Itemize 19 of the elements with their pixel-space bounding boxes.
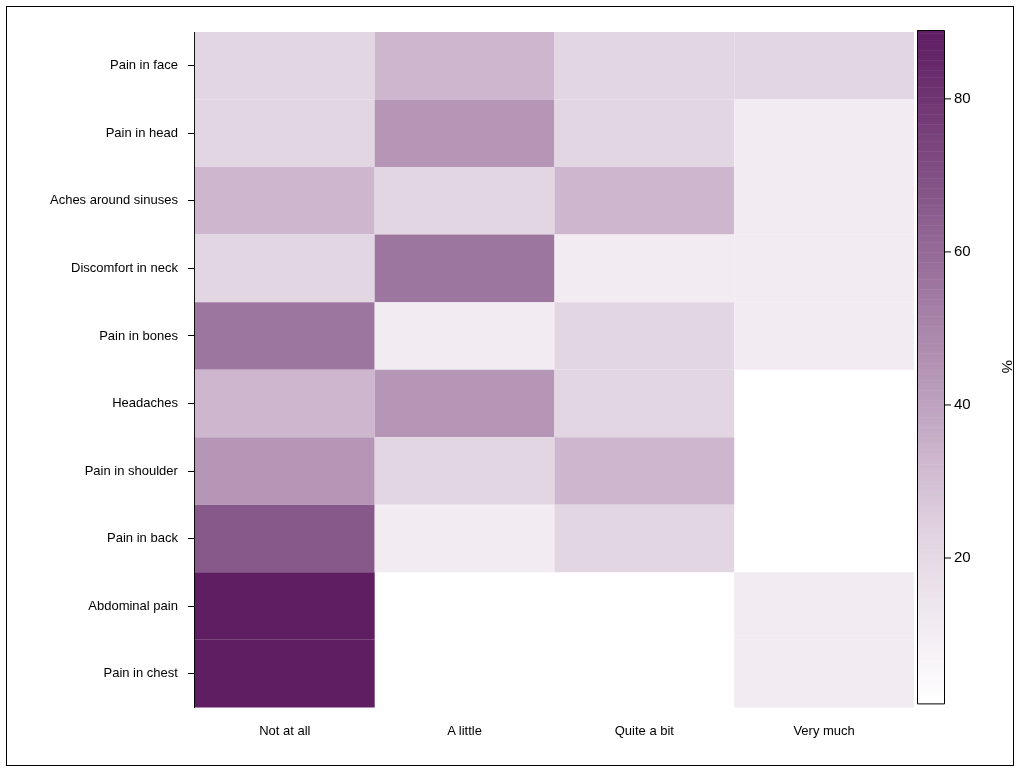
x-tick-label: Not at all: [259, 722, 311, 738]
y-tick-label: Pain in back: [107, 530, 179, 546]
y-tick-label: Pain in chest: [103, 665, 179, 681]
y-tick-label: Pain in bones: [99, 327, 179, 343]
y-tick-label: Headaches: [112, 395, 179, 411]
x-tick-label: Quite a bit: [614, 722, 675, 738]
y-tick-label: Pain in shoulder: [84, 462, 179, 478]
y-tick-label: Aches around sinuses: [49, 192, 179, 208]
color-bar-label: 20: [954, 548, 971, 566]
y-tick-label: Abdominal pain: [88, 597, 178, 613]
color-bar-label: 80: [954, 89, 971, 107]
y-tick-label: Discomfort in neck: [70, 259, 179, 275]
y-tick-label: Pain in face: [109, 57, 178, 73]
y-tick-label: Pain in head: [105, 124, 178, 140]
color-bar-label: 40: [954, 395, 971, 413]
x-tick-label: A little: [447, 722, 482, 738]
x-tick-label: Very much: [793, 722, 855, 738]
color-bar-title: %: [998, 360, 1016, 374]
color-bar-label: 60: [954, 242, 971, 260]
